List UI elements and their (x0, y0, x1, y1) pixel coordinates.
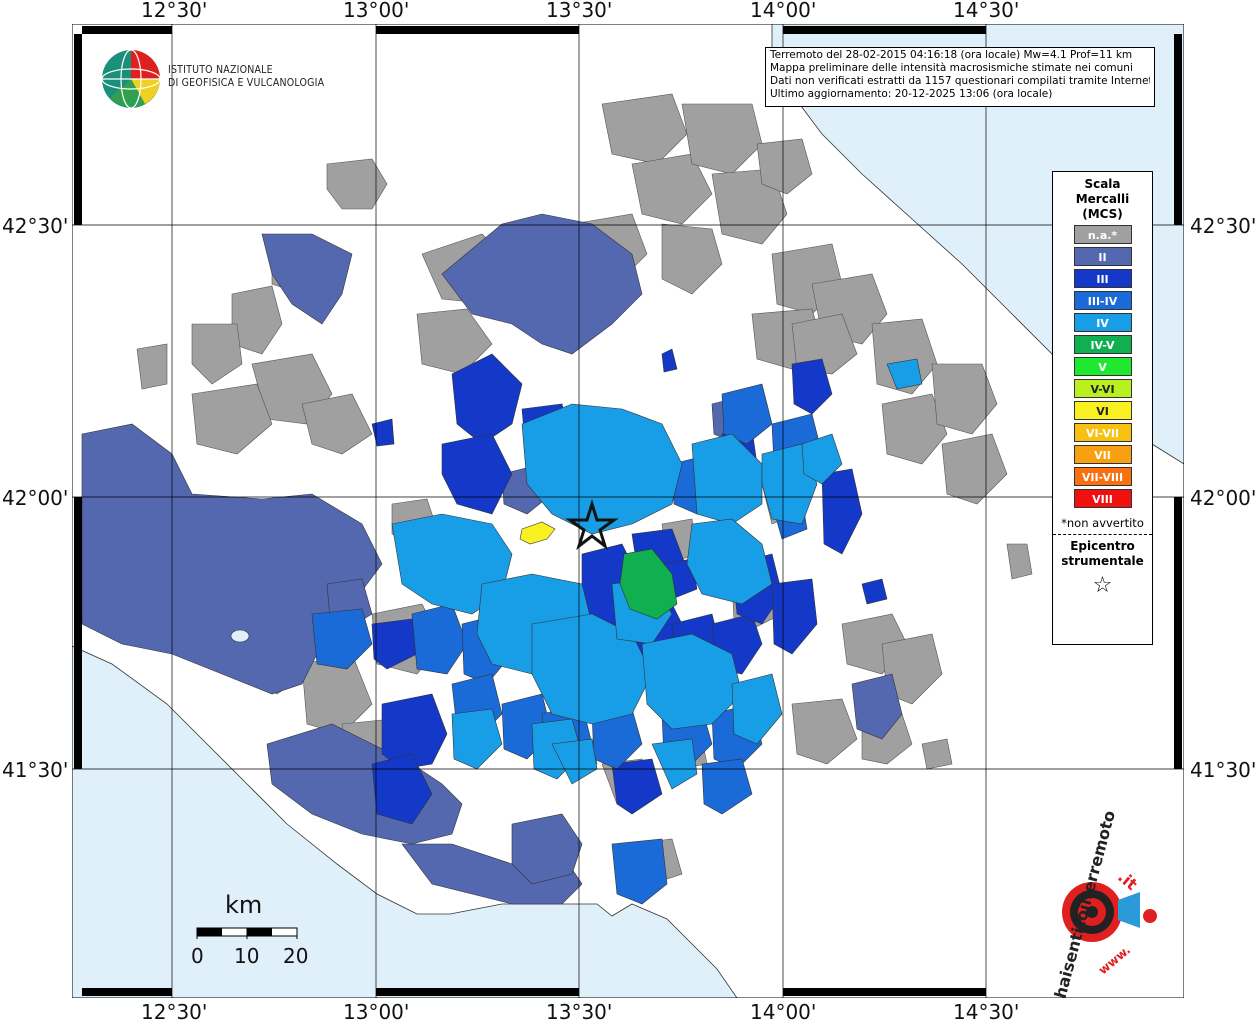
legend-class-iii: III (1073, 269, 1132, 288)
legend-title-2: Mercalli (1075, 192, 1130, 206)
legend-title-1: Scala (1084, 177, 1121, 191)
legend-class-v-vi: V-VI (1073, 379, 1132, 398)
legend-class-vi: VI (1073, 401, 1132, 420)
lon-tick-bottom-4: 14°00' (750, 1000, 817, 1024)
info-line-4: Ultimo aggiornamento: 20-12-2025 13:06 (… (770, 88, 1053, 100)
legend-class-iv: IV (1073, 313, 1132, 332)
legend-class-iv-v: IV-V (1073, 335, 1132, 354)
scale-label-10: 10 (234, 944, 260, 968)
legend-class-v: V (1073, 357, 1132, 376)
intensity-legend: Scala Mercalli (MCS) n.a.* II III III-IV IV I… (1052, 171, 1153, 645)
legend-note: *non avvertito (1053, 516, 1152, 535)
lon-tick-bottom-3: 13°30' (546, 1000, 613, 1024)
lon-tick-top-3: 13°30' (546, 0, 613, 22)
graticule (72, 24, 1184, 998)
lon-tick-top-2: 13°00' (343, 0, 410, 22)
legend-title: Scala Mercalli (MCS) (1053, 177, 1152, 222)
legend-epicentre-1: Epicentro (1070, 539, 1135, 553)
tyrrhenian-sea (71, 645, 738, 999)
lon-tick-top-4: 14°00' (750, 0, 817, 22)
scale-unit: km (225, 891, 263, 919)
lat-tick-right-2: 42°00' (1190, 486, 1255, 510)
scale-bar (196, 927, 298, 939)
legend-epicentre-2: strumentale (1061, 554, 1144, 568)
legend-class-iii-iv: III-IV (1073, 291, 1132, 310)
lat-tick-right-1: 42°30' (1190, 214, 1255, 238)
scale-label-0: 0 (191, 944, 204, 968)
ingv-logo-icon (101, 49, 161, 109)
legend-class-n-a-: n.a.* (1073, 225, 1132, 244)
lon-tick-top-1: 12°30' (141, 0, 208, 22)
legend-class-ii: II (1073, 247, 1132, 266)
info-line-2: Mappa preliminare delle intensità macros… (770, 62, 1133, 74)
lat-tick-right-3: 41°30' (1190, 758, 1255, 782)
legend-class-vi-vii: VI-VII (1073, 423, 1132, 442)
haisentito-text: haisentitoilterremoto .it www. (1000, 809, 1160, 1001)
legend-class-vii: VII (1073, 445, 1132, 464)
event-info-box: Terremoto del 28-02-2015 04:16:18 (ora l… (765, 47, 1155, 107)
layer-ii (81, 213, 903, 905)
institute-line-2: DI GEOFISICA E VULCANOLOGIA (168, 77, 325, 89)
legend-epicentre: Epicentro strumentale (1053, 539, 1152, 569)
haisentito-text-tld: .it (1114, 867, 1142, 894)
institute-name: ISTITUTO NAZIONALE DI GEOFISICA E VULCAN… (168, 64, 324, 90)
region-vi (519, 521, 556, 545)
lat-tick-left-2: 42°00' (2, 486, 69, 510)
layer-iv (391, 358, 923, 790)
haisentito-text-www: www. (1095, 942, 1134, 978)
haisentito-logo-icon (1062, 882, 1157, 942)
lake-bracciano (230, 629, 250, 643)
legend-class-vii-viii: VII-VIII (1073, 467, 1132, 486)
info-line-1: Terremoto del 28-02-2015 04:16:18 (ora l… (770, 49, 1133, 61)
legend-class-viii: VIII (1073, 489, 1132, 508)
epicentre-star (565, 498, 619, 551)
lat-tick-left-3: 41°30' (2, 758, 69, 782)
lon-tick-bottom-2: 13°00' (343, 1000, 410, 1024)
frame-checker (74, 26, 1182, 996)
lon-tick-bottom-1: 12°30' (141, 1000, 208, 1024)
scale-label-20: 20 (283, 944, 309, 968)
lat-tick-left-1: 42°30' (2, 214, 69, 238)
intensity-map[interactable] (71, 23, 1185, 999)
info-line-3: Dati non verificati estratti da 1157 que… (770, 75, 1150, 87)
lon-tick-top-5: 14°30' (953, 0, 1020, 22)
region-iv-v (619, 548, 678, 620)
lon-tick-bottom-5: 14°30' (953, 1000, 1020, 1024)
legend-star-icon: ☆ (1092, 573, 1113, 598)
legend-title-3: (MCS) (1082, 207, 1123, 221)
legend-classes: n.a.* II III III-IV IV IV-V V V-VI VI VI-VII VII VI… (1053, 225, 1152, 508)
map-frame[interactable] (71, 23, 1185, 999)
institute-line-1: ISTITUTO NAZIONALE (168, 64, 273, 76)
